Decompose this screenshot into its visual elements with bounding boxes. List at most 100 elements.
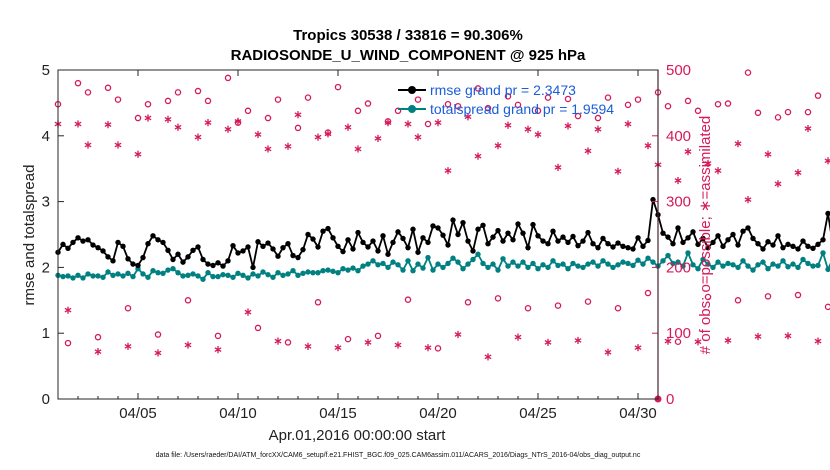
totalspread-point	[125, 270, 131, 277]
totalspread-point	[345, 267, 351, 273]
totalspread-point	[190, 271, 196, 277]
possible-count-marker	[824, 303, 830, 311]
possible-count-marker	[534, 107, 542, 115]
totalspread-point	[275, 269, 281, 276]
assimilated-count-marker	[634, 344, 642, 352]
totalspread-point	[405, 258, 411, 264]
totalspread-point	[605, 261, 611, 267]
rmse-point	[680, 239, 686, 246]
totalspread-point	[420, 265, 426, 271]
totalspread-point	[75, 272, 81, 278]
rmse-point	[585, 229, 591, 236]
possible-count-marker	[494, 295, 502, 302]
totalspread-point	[595, 263, 601, 269]
rmse-point	[240, 248, 246, 254]
possible-count-marker	[524, 304, 532, 312]
totalspread-point	[685, 250, 691, 256]
totalspread-point	[700, 256, 706, 263]
totalspread-point	[180, 273, 186, 279]
totalspread-point	[575, 263, 581, 269]
y-left-tick-label: 5	[42, 62, 50, 79]
assimilated-count-marker	[674, 176, 682, 185]
rmse-point	[550, 228, 556, 234]
assimilated-count-marker	[124, 342, 132, 350]
rmse-point	[555, 238, 561, 244]
rmse-point	[260, 243, 266, 250]
totalspread-point	[560, 261, 566, 267]
rmse-point	[205, 261, 211, 267]
totalspread-point	[635, 257, 641, 263]
rmse-point	[430, 223, 436, 229]
possible-count-marker	[224, 74, 232, 82]
possible-count-marker	[244, 107, 252, 115]
assimilated-count-marker	[744, 196, 752, 204]
rmse-point	[115, 239, 121, 246]
rmse-point	[745, 225, 751, 231]
totalspread-point	[385, 264, 391, 271]
totalspread-point	[805, 260, 811, 267]
assimilated-count-marker	[354, 145, 362, 153]
totalspread-point	[410, 267, 416, 274]
assimilated-count-marker	[514, 333, 522, 341]
totalspread-point	[615, 262, 621, 268]
totalspread-point	[365, 261, 371, 267]
rmse-point	[515, 221, 521, 227]
assimilated-count-marker	[814, 337, 822, 345]
rmse-point	[210, 262, 216, 269]
rmse-point	[255, 239, 261, 245]
totalspread-point	[760, 259, 766, 265]
y-right-tick-label: 100	[666, 325, 691, 342]
rmse-point	[375, 248, 381, 254]
totalspread-point	[85, 271, 91, 277]
rmse-point	[320, 228, 326, 234]
possible-count-marker	[614, 304, 622, 312]
totalspread-point	[515, 263, 521, 269]
rmse-point	[340, 248, 346, 255]
possible-count-marker	[134, 114, 142, 122]
footer-note: data file: /Users/raeder/DAI/ATM_forcXX/…	[156, 452, 641, 459]
y-right-tick-label: 400	[666, 128, 691, 145]
totalspread-point	[645, 255, 651, 261]
possible-count-marker	[704, 293, 712, 301]
totalspread-point	[600, 258, 606, 264]
totalspread-point	[710, 264, 716, 271]
rmse-point	[425, 239, 431, 246]
rmse-point	[165, 247, 171, 253]
totalspread-point	[825, 266, 830, 273]
totalspread-point	[310, 269, 316, 276]
totalspread-point	[260, 269, 266, 275]
rmse-point	[235, 250, 241, 256]
rmse-point	[370, 238, 376, 244]
possible-count-marker	[274, 96, 282, 103]
assimilated-count-marker	[324, 130, 332, 138]
rmse-point	[410, 226, 416, 232]
assimilated-count-marker	[794, 169, 802, 177]
rmse-point	[75, 235, 81, 241]
totalspread-point	[765, 266, 771, 272]
rmse-point	[525, 244, 531, 251]
rmse-point	[105, 254, 111, 260]
totalspread-point	[330, 268, 336, 275]
totalspread-point	[820, 250, 826, 256]
assimilated-count-marker	[264, 145, 272, 153]
totalspread-point	[730, 262, 736, 268]
assimilated-count-marker	[534, 130, 542, 139]
totalspread-point	[810, 263, 816, 269]
rmse-point	[540, 238, 546, 244]
x-tick-label: 04/25	[519, 405, 557, 422]
x-tick-label: 04/15	[319, 405, 357, 422]
totalspread-point	[625, 260, 631, 267]
rmse-point	[185, 254, 191, 260]
legend: rmse grand pr = 2.3473 totalspread grand…	[398, 82, 614, 117]
rmse-point	[670, 241, 676, 247]
assimilated-count-marker	[144, 114, 152, 122]
rmse-point	[70, 239, 76, 246]
assimilated-count-marker	[504, 121, 512, 129]
totalspread-point	[725, 260, 731, 267]
possible-count-marker	[754, 109, 762, 117]
possible-count-marker	[144, 100, 152, 108]
legend-spread-marker	[408, 105, 416, 113]
rmse-point	[755, 241, 761, 247]
rmse-point	[580, 238, 586, 244]
totalspread-point	[795, 264, 801, 271]
